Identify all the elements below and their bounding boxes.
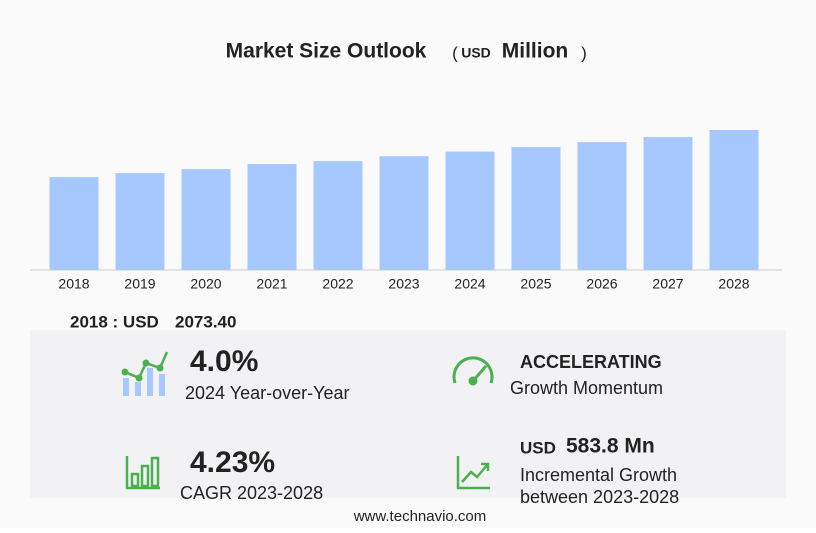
base-value: 2073.40 [175, 312, 236, 331]
x-tick-label: 2028 [718, 276, 749, 292]
bar [709, 130, 759, 270]
x-tick-label: 2027 [652, 276, 683, 292]
x-tick-label: 2019 [124, 276, 155, 292]
incremental-value: 583.8 Mn [566, 435, 655, 458]
x-tick-label: 2018 [58, 276, 89, 292]
cagr-icon [125, 456, 160, 490]
yoy-label: 2024 Year-over-Year [185, 383, 349, 403]
unit-open: ( [452, 43, 458, 62]
footer: www.technavio.com [353, 508, 487, 525]
unit-currency: USD [461, 45, 491, 61]
bar [445, 151, 495, 270]
bar [49, 177, 99, 270]
yoy-icon [121, 351, 169, 396]
base-label: 2018 : USD [70, 312, 159, 331]
yoy-value: 4.0% [190, 345, 258, 378]
momentum-value: ACCELERATING [520, 352, 662, 372]
x-tick-label: 2023 [388, 276, 419, 292]
bar [313, 161, 363, 270]
x-tick-label: 2024 [454, 276, 485, 292]
x-tick-label: 2021 [256, 276, 287, 292]
x-tick-label: 2025 [520, 276, 551, 292]
incremental-period: between 2023-2028 [520, 487, 679, 507]
bar [511, 147, 561, 270]
unit-name: Million [502, 40, 569, 63]
x-tick-label: 2022 [322, 276, 353, 292]
stats-panel [30, 330, 786, 498]
bar [379, 156, 429, 270]
bar [643, 137, 693, 270]
unit-close: ) [581, 43, 587, 62]
x-tick-label: 2026 [586, 276, 617, 292]
cagr-label: CAGR 2023-2028 [180, 483, 323, 503]
bar [181, 169, 231, 270]
bar [577, 142, 627, 270]
incremental-label: Incremental Growth [520, 465, 677, 485]
incremental-icon [456, 456, 490, 490]
cagr-value: 4.23% [190, 446, 275, 479]
bar [115, 173, 165, 270]
incremental-currency: USD [520, 438, 556, 457]
bar [247, 164, 297, 270]
x-tick-label: 2020 [190, 276, 221, 292]
momentum-label: Growth Momentum [510, 378, 663, 398]
momentum-icon [452, 356, 494, 386]
chart-title: Market Size Outlook [226, 40, 427, 63]
